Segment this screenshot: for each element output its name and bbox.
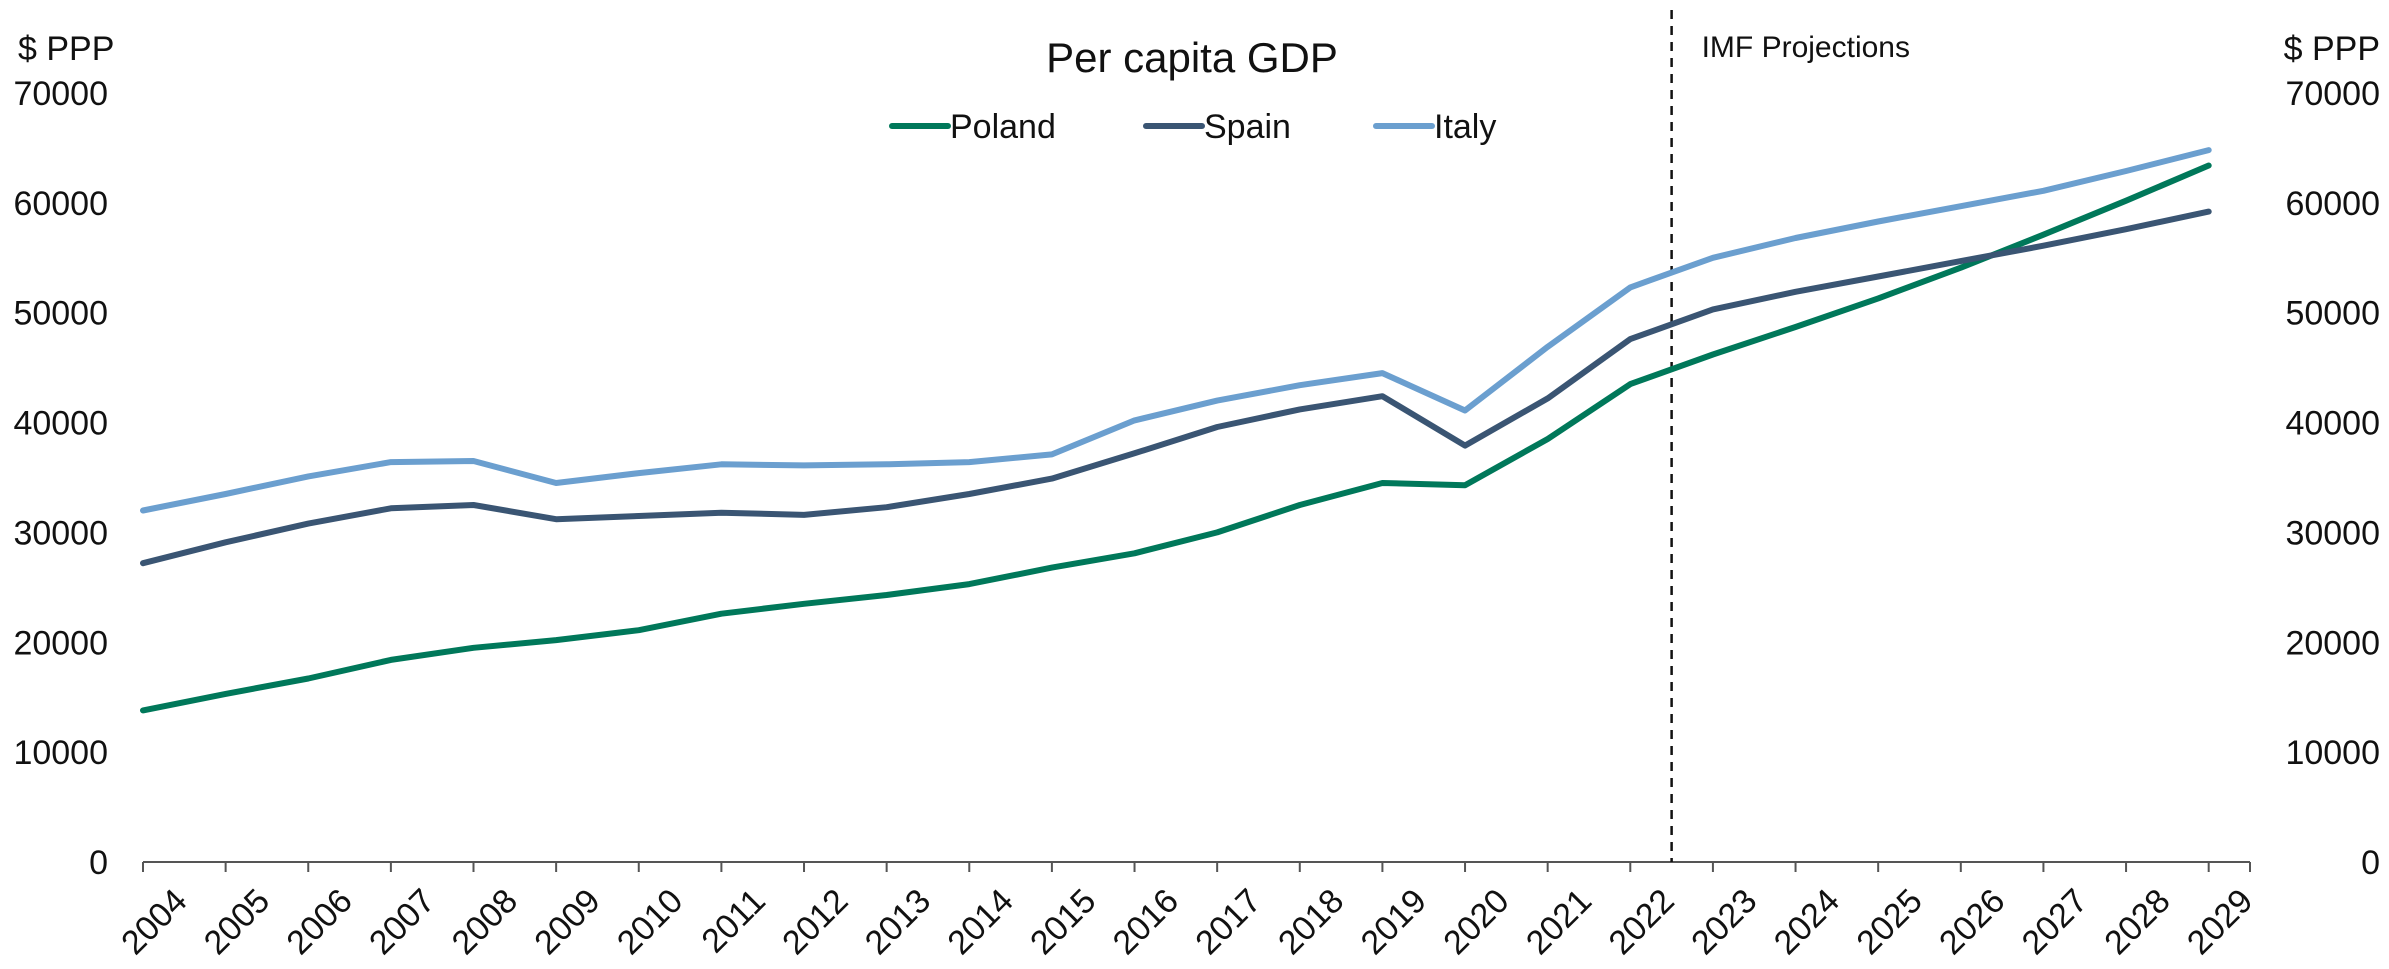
series-line-poland bbox=[140, 162, 2212, 714]
tick-labels-group: 2004 2005 2006 2007 2008 2009 2010 2011 2012 2013… bbox=[13, 75, 2380, 962]
x-tick-label: 2013 bbox=[858, 882, 938, 962]
x-tick-label: 2007 bbox=[362, 882, 442, 962]
x-tick-label: 2012 bbox=[775, 882, 855, 962]
y-tick-label-right: 10000 bbox=[2285, 734, 2380, 772]
x-tick-label: 2014 bbox=[940, 882, 1020, 962]
x-tick-label: 2004 bbox=[114, 882, 194, 962]
x-tick-label: 2028 bbox=[2097, 882, 2177, 962]
legend-label-spain: Spain bbox=[1204, 108, 1291, 146]
y-tick-label-right: 40000 bbox=[2285, 405, 2380, 443]
legend-label-poland: Poland bbox=[950, 108, 1056, 146]
y-tick-label-left: 40000 bbox=[13, 405, 108, 443]
x-tick-label: 2029 bbox=[2180, 882, 2260, 962]
x-tick-label: 2016 bbox=[1106, 882, 1186, 962]
x-tick-label: 2021 bbox=[1519, 882, 1599, 962]
x-tick-label: 2005 bbox=[197, 882, 277, 962]
y-tick-label-right: 60000 bbox=[2285, 185, 2380, 223]
x-tick-label: 2009 bbox=[527, 882, 607, 962]
series-line-italy bbox=[140, 147, 2212, 514]
y-tick-label-left: 0 bbox=[89, 844, 108, 882]
y-tick-label-left: 50000 bbox=[13, 295, 108, 333]
y-axis-label-left: $ PPP bbox=[18, 30, 114, 68]
y-tick-label-right: 30000 bbox=[2285, 514, 2380, 552]
annotation-group: IMF Projections bbox=[1670, 10, 1910, 862]
x-tick-label: 2019 bbox=[1354, 882, 1434, 962]
legend-group: Poland Spain Italy bbox=[889, 108, 1496, 146]
x-tick-label: 2006 bbox=[279, 882, 359, 962]
x-tick-label: 2008 bbox=[445, 882, 525, 962]
y-tick-label-right: 20000 bbox=[2285, 624, 2380, 662]
x-tick-label: 2020 bbox=[1436, 882, 1516, 962]
x-tick-label: 2017 bbox=[1188, 882, 1268, 962]
x-tick-label: 2024 bbox=[1767, 882, 1847, 962]
x-tick-label: 2011 bbox=[694, 882, 773, 961]
x-tick-label: 2015 bbox=[1023, 882, 1103, 962]
projection-annotation-label: IMF Projections bbox=[1702, 31, 1910, 64]
legend-label-italy: Italy bbox=[1434, 108, 1496, 146]
y-tick-label-left: 60000 bbox=[13, 185, 108, 223]
y-tick-label-right: 70000 bbox=[2285, 75, 2380, 113]
series-group bbox=[140, 147, 2212, 714]
x-tick-label: 2018 bbox=[1271, 882, 1351, 962]
x-tick-label: 2010 bbox=[610, 882, 690, 962]
y-tick-label-right: 0 bbox=[2361, 844, 2380, 882]
series-line-spain bbox=[140, 208, 2212, 567]
x-tick-label: 2022 bbox=[1601, 882, 1681, 962]
y-axis-label-right: $ PPP bbox=[2284, 30, 2380, 68]
y-tick-label-left: 30000 bbox=[13, 514, 108, 552]
y-tick-label-left: 10000 bbox=[13, 734, 108, 772]
axes-group bbox=[142, 861, 2251, 872]
chart-title: Per capita GDP bbox=[1046, 34, 1338, 81]
x-tick-label: 2027 bbox=[2015, 882, 2095, 962]
y-tick-label-left: 20000 bbox=[13, 624, 108, 662]
y-tick-label-right: 50000 bbox=[2285, 295, 2380, 333]
y-tick-label-left: 70000 bbox=[13, 75, 108, 113]
x-tick-label: 2025 bbox=[1849, 882, 1929, 962]
x-tick-label: 2023 bbox=[1684, 882, 1764, 962]
x-tick-label: 2026 bbox=[1932, 882, 2012, 962]
